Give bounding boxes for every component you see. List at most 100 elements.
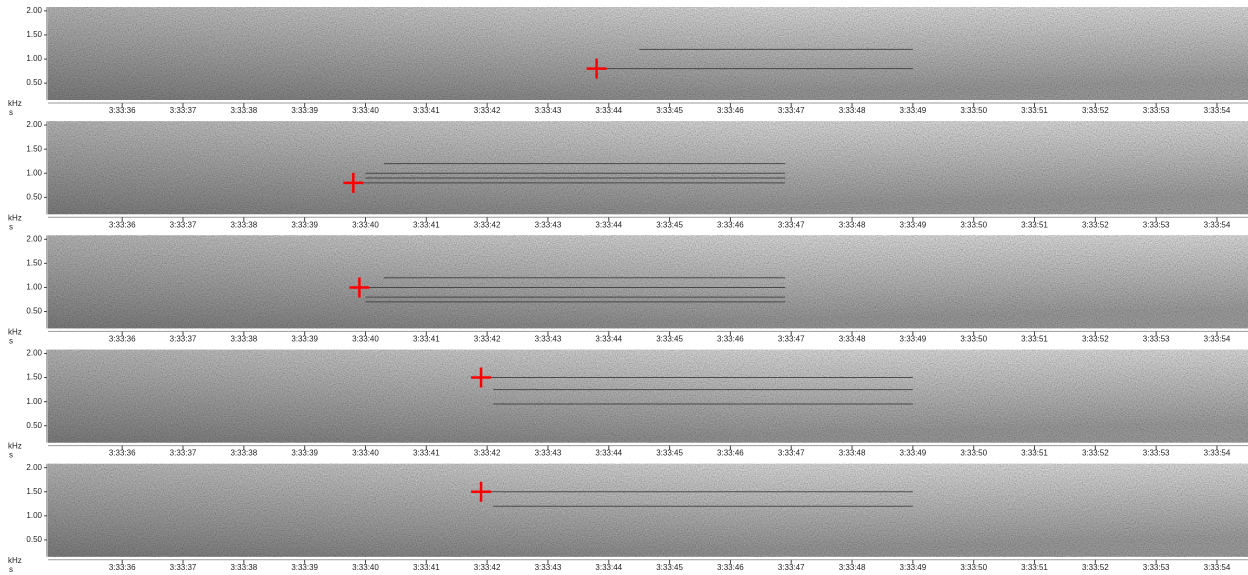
- x-tick-label: 3:33:46: [717, 449, 744, 458]
- y-tick-label: 0.50: [26, 78, 42, 87]
- x-tick-label: 3:33:38: [230, 220, 257, 229]
- x-tick-label: 3:33:50: [960, 449, 987, 458]
- x-tick-label: 3:33:54: [1204, 335, 1231, 344]
- spectrogram-shade: [48, 235, 1248, 329]
- y-tick-label: 1.00: [26, 511, 42, 520]
- panel: 0.50 1.00 1.50 2.00 3:33:36 3:33:37 3:33:38 3:3…: [8, 463, 1248, 574]
- x-tick-label: 3:33:44: [595, 335, 622, 344]
- x-tick-label: 3:33:37: [170, 106, 197, 115]
- y-axis-label: kHz: [8, 328, 22, 337]
- x-tick-label: 3:33:48: [839, 106, 866, 115]
- x-tick-label: 3:33:39: [291, 106, 318, 115]
- y-axis-label: kHz: [8, 213, 22, 222]
- x-tick-label: 3:33:36: [109, 563, 136, 572]
- x-tick-label: 3:33:48: [839, 449, 866, 458]
- x-tick-label: 3:33:47: [778, 220, 805, 229]
- x-tick-label: 3:33:52: [1082, 335, 1109, 344]
- x-tick-label: 3:33:36: [109, 335, 136, 344]
- x-tick-label: 3:33:44: [595, 106, 622, 115]
- spectrogram-shade: [48, 349, 1248, 443]
- x-tick-label: 3:33:39: [291, 449, 318, 458]
- y-tick-label: 0.50: [26, 535, 42, 544]
- x-tick-label: 3:33:37: [170, 220, 197, 229]
- x-tick-label: 3:33:41: [413, 106, 440, 115]
- panel: 0.50 1.00 1.50 2.00 3:33:36 3:33:37 3:33:38 3:3…: [8, 120, 1248, 231]
- x-tick-label: 3:33:41: [413, 335, 440, 344]
- x-axis-label: s: [9, 451, 13, 460]
- x-tick-label: 3:33:51: [1021, 220, 1048, 229]
- marker-cross: [586, 58, 607, 79]
- x-tick-label: 3:33:38: [230, 449, 257, 458]
- x-tick-label: 3:33:52: [1082, 449, 1109, 458]
- marker-cross: [471, 367, 492, 388]
- marker-cross: [343, 172, 364, 193]
- x-tick-label: 3:33:47: [778, 335, 805, 344]
- x-tick-label: 3:33:48: [839, 220, 866, 229]
- x-tick-label: 3:33:54: [1204, 106, 1231, 115]
- y-tick-label: 0.50: [26, 192, 42, 201]
- x-tick-label: 3:33:41: [413, 563, 440, 572]
- x-tick-label: 3:33:52: [1082, 220, 1109, 229]
- x-tick-label: 3:33:37: [170, 563, 197, 572]
- x-tick-label: 3:33:53: [1143, 106, 1170, 115]
- x-tick-label: 3:33:44: [595, 220, 622, 229]
- x-tick-label: 3:33:53: [1143, 220, 1170, 229]
- x-tick-label: 3:33:51: [1021, 449, 1048, 458]
- x-tick-label: 3:33:43: [535, 335, 562, 344]
- x-tick-label: 3:33:50: [960, 220, 987, 229]
- y-tick-label: 1.00: [26, 54, 42, 63]
- x-tick-label: 3:33:38: [230, 106, 257, 115]
- x-tick-label: 3:33:37: [170, 335, 197, 344]
- x-tick-label: 3:33:46: [717, 335, 744, 344]
- x-tick-label: 3:33:43: [535, 563, 562, 572]
- x-tick-label: 3:33:49: [900, 449, 927, 458]
- x-tick-label: 3:33:43: [535, 106, 562, 115]
- y-axis-label: kHz: [8, 99, 22, 108]
- x-tick-label: 3:33:41: [413, 449, 440, 458]
- y-tick-label: 1.50: [26, 144, 42, 153]
- y-tick-label: 2.00: [26, 6, 42, 15]
- x-tick-label: 3:33:53: [1143, 335, 1170, 344]
- x-axis-label: s: [9, 222, 13, 231]
- x-tick-label: 3:33:43: [535, 220, 562, 229]
- x-tick-label: 3:33:46: [717, 563, 744, 572]
- x-tick-label: 3:33:42: [474, 563, 501, 572]
- x-tick-label: 3:33:51: [1021, 106, 1048, 115]
- y-tick-label: 1.50: [26, 373, 42, 382]
- x-tick-label: 3:33:47: [778, 106, 805, 115]
- y-axis-label: kHz: [8, 442, 22, 451]
- x-tick-label: 3:33:54: [1204, 563, 1231, 572]
- x-tick-label: 3:33:49: [900, 106, 927, 115]
- x-tick-label: 3:33:40: [352, 106, 379, 115]
- x-tick-label: 3:33:46: [717, 220, 744, 229]
- x-tick-label: 3:33:49: [900, 220, 927, 229]
- x-tick-label: 3:33:39: [291, 563, 318, 572]
- x-tick-label: 3:33:44: [595, 563, 622, 572]
- x-tick-label: 3:33:49: [900, 335, 927, 344]
- x-tick-label: 3:33:43: [535, 449, 562, 458]
- marker-cross: [471, 481, 492, 502]
- y-tick-label: 2.00: [26, 120, 42, 129]
- y-tick-label: 1.50: [26, 30, 42, 39]
- x-tick-label: 3:33:39: [291, 220, 318, 229]
- x-tick-label: 3:33:49: [900, 563, 927, 572]
- x-tick-label: 3:33:47: [778, 563, 805, 572]
- y-tick-label: 2.00: [26, 463, 42, 472]
- x-tick-label: 3:33:38: [230, 335, 257, 344]
- spectrogram-shade: [48, 463, 1248, 557]
- x-tick-label: 3:33:36: [109, 449, 136, 458]
- x-tick-label: 3:33:51: [1021, 563, 1048, 572]
- y-tick-label: 2.00: [26, 234, 42, 243]
- x-tick-label: 3:33:53: [1143, 563, 1170, 572]
- x-tick-label: 3:33:54: [1204, 449, 1231, 458]
- x-axis-label: s: [9, 565, 13, 574]
- panel: 0.50 1.00 1.50 2.00 3:33:36 3:33:37 3:33:38 3:3…: [8, 234, 1248, 346]
- spectrogram-shade: [48, 121, 1248, 215]
- x-tick-label: 3:33:48: [839, 563, 866, 572]
- y-axis-label: kHz: [8, 556, 22, 565]
- spectrogram-shade: [48, 7, 1248, 100]
- panel: 0.50 1.00 1.50 2.00 3:33:36 3:33:37 3:33:38 3:3…: [8, 6, 1248, 117]
- x-tick-label: 3:33:45: [656, 220, 683, 229]
